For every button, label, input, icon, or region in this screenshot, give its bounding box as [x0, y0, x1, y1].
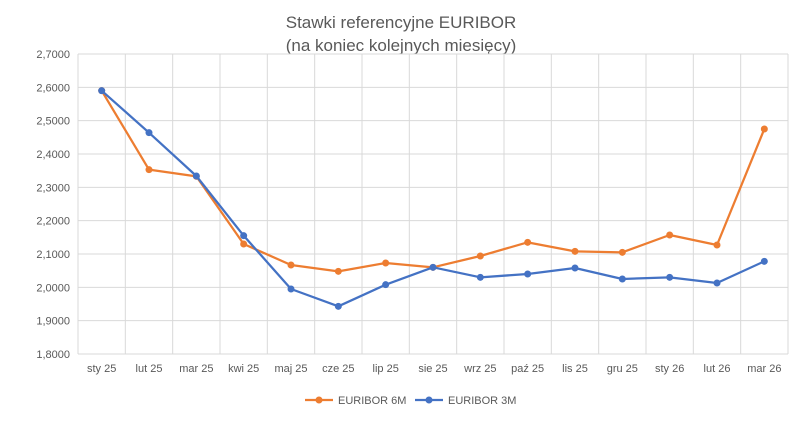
series-line: [100, 89, 765, 308]
data-point: [760, 125, 768, 133]
x-axis-tick-labels: sty 25 lut 25 mar 25 kwi 25 maj 25 cze 25 lip …: [87, 363, 781, 375]
data-point: [571, 264, 579, 272]
y-tick-label: 2,0000: [36, 282, 70, 294]
y-tick-label: 1,8000: [36, 349, 70, 361]
y-tick-label: 2,7000: [36, 49, 70, 61]
data-point: [476, 252, 484, 260]
y-tick-label: 2,6000: [36, 82, 70, 94]
data-point: [476, 273, 484, 281]
x-tick-label: mar 26: [747, 363, 781, 375]
legend-swatch-marker: [315, 396, 323, 404]
y-tick-label: 2,3000: [36, 182, 70, 194]
x-tick-label: mar 25: [179, 363, 213, 375]
data-point: [240, 232, 248, 240]
y-tick-label: 2,5000: [36, 116, 70, 128]
legend-swatch-marker: [425, 396, 433, 404]
x-tick-label: cze 25: [322, 363, 354, 375]
y-tick-label: 2,1000: [36, 249, 70, 261]
series-lines: [98, 87, 768, 310]
y-tick-label: 1,9000: [36, 316, 70, 328]
data-point: [334, 302, 342, 310]
data-point: [713, 279, 721, 287]
x-tick-label: lis 25: [562, 363, 588, 375]
chart-subtitle: (na koniec kolejnych miesięcy): [286, 36, 517, 55]
x-tick-label: gru 25: [607, 363, 638, 375]
data-point: [760, 257, 768, 265]
data-point: [382, 281, 390, 289]
y-axis-tick-labels: 1,8000 1,9000 2,0000 2,1000 2,2000 2,3000 2,40…: [36, 49, 70, 361]
x-tick-label: lut 25: [136, 363, 163, 375]
data-point: [666, 231, 674, 239]
x-tick-label: sty 26: [655, 363, 684, 375]
data-point: [287, 285, 295, 293]
data-point: [192, 172, 200, 180]
legend-label: EURIBOR 3M: [448, 395, 516, 407]
data-point: [240, 240, 248, 248]
data-point: [382, 259, 390, 267]
x-tick-label: sie 25: [418, 363, 447, 375]
legend-label: EURIBOR 6M: [338, 395, 406, 407]
y-tick-label: 2,2000: [36, 216, 70, 228]
data-point: [618, 275, 626, 283]
legend-item: EURIBOR 6M: [305, 395, 406, 407]
y-tick-label: 2,4000: [36, 149, 70, 161]
data-point: [145, 166, 153, 174]
data-point: [287, 261, 295, 269]
data-point: [524, 238, 532, 246]
chart-title: Stawki referencyjne EURIBOR: [286, 13, 517, 32]
data-point: [713, 241, 721, 249]
data-point: [334, 267, 342, 275]
x-tick-label: kwi 25: [228, 363, 259, 375]
x-tick-label: lip 25: [373, 363, 399, 375]
legend-item: EURIBOR 3M: [415, 395, 516, 407]
data-point: [98, 87, 106, 95]
data-point: [618, 248, 626, 256]
data-point: [429, 263, 437, 271]
gridlines: [77, 53, 789, 355]
legend: EURIBOR 6M EURIBOR 3M: [305, 395, 516, 407]
data-point: [524, 270, 532, 278]
data-point: [571, 247, 579, 255]
x-tick-label: sty 25: [87, 363, 116, 375]
x-tick-label: maj 25: [274, 363, 307, 375]
x-tick-label: lut 26: [704, 363, 731, 375]
series-euribor-6m: [98, 87, 768, 275]
data-point: [145, 129, 153, 137]
series-euribor-3m: [98, 87, 768, 310]
x-tick-label: wrz 25: [463, 363, 496, 375]
data-point: [666, 273, 674, 281]
x-tick-label: paź 25: [511, 363, 544, 375]
